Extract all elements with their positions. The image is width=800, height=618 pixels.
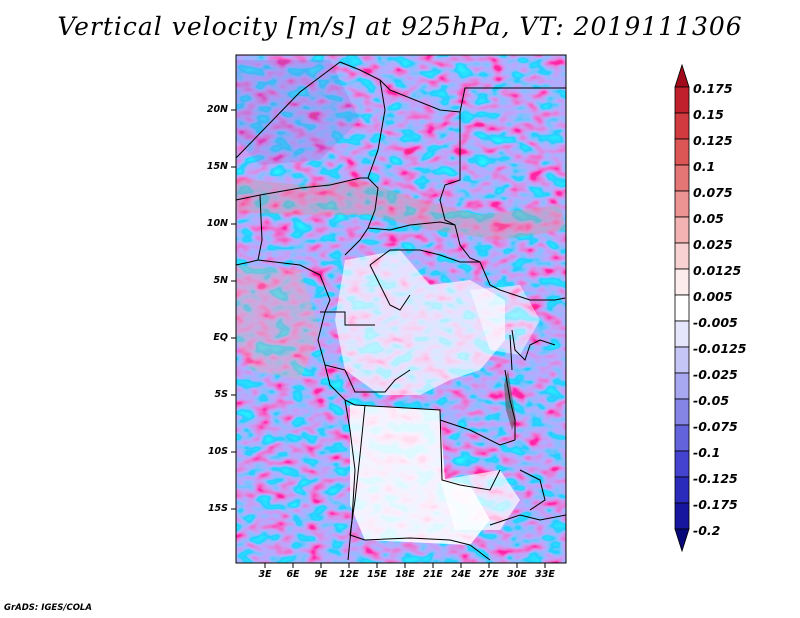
colorbar-bin	[674, 86, 690, 114]
lat-label: EQ	[213, 332, 228, 343]
colorbar-label: 0.0125	[693, 263, 742, 278]
country-borders	[235, 61, 567, 561]
colorbar-bin	[674, 398, 690, 426]
lon-label: 15E	[367, 569, 387, 580]
lon-label: 24E	[451, 569, 471, 580]
colorbar-label: -0.075	[693, 419, 738, 434]
colorbar-label: -0.125	[693, 471, 738, 486]
colorbar-label: 0.15	[693, 107, 724, 122]
lon-label: 6E	[286, 569, 300, 580]
colorbar-label: 0.1	[693, 159, 716, 174]
lat-label: 15N	[206, 161, 228, 172]
lon-label: 30E	[507, 569, 527, 580]
colorbar-bin	[674, 112, 690, 140]
plot-title: Vertical velocity [m/s] at 925hPa, VT: 2…	[57, 12, 743, 41]
lon-label: 12E	[339, 569, 359, 580]
lon-label: 9E	[314, 569, 328, 580]
colorbar-label: 0.075	[693, 185, 733, 200]
colorbar-label: -0.0125	[693, 341, 747, 356]
lon-label: 27E	[479, 569, 499, 580]
colorbar-label: -0.025	[693, 367, 738, 382]
colorbar-bin	[674, 190, 690, 218]
colorbar-label: -0.1	[693, 445, 721, 460]
colorbar-label: 0.025	[693, 237, 733, 252]
colorbar-bin	[674, 138, 690, 166]
grads-credit: GrADS: IGES/COLA	[4, 603, 92, 613]
lat-label: 5S	[214, 389, 228, 400]
colorbar-bin	[674, 372, 690, 400]
colorbar-bin	[674, 320, 690, 348]
map-frame	[235, 54, 567, 564]
colorbar-bin	[674, 268, 690, 296]
lat-label: 20N	[206, 104, 228, 115]
colorbar-bin	[674, 476, 690, 504]
colorbar-cap-bottom	[674, 528, 690, 553]
colorbar-label: 0.05	[693, 211, 724, 226]
colorbar-label: -0.005	[693, 315, 738, 330]
colorbar-bin	[674, 346, 690, 374]
colorbar	[674, 63, 690, 553]
colorbar-label: 0.175	[693, 81, 733, 96]
colorbar-label: 0.125	[693, 133, 733, 148]
lat-label: 5N	[213, 275, 228, 286]
colorbar-bin	[674, 424, 690, 452]
colorbar-bin	[674, 242, 690, 270]
colorbar-bin	[674, 502, 690, 530]
lat-label: 10S	[207, 446, 228, 457]
lon-label: 21E	[423, 569, 443, 580]
lon-label: 33E	[535, 569, 555, 580]
colorbar-label: -0.2	[693, 523, 721, 538]
axis-ticks	[231, 109, 546, 568]
lon-label: 3E	[258, 569, 272, 580]
lon-label: 18E	[395, 569, 415, 580]
colorbar-bin	[674, 450, 690, 478]
colorbar-label: -0.175	[693, 497, 738, 512]
colorbar-label: -0.05	[693, 393, 730, 408]
colorbar-bin	[674, 164, 690, 192]
colorbar-label: 0.005	[693, 289, 733, 304]
colorbar-bin	[674, 294, 690, 322]
colorbar-cap-top	[674, 63, 690, 88]
colorbar-bin	[674, 216, 690, 244]
lat-label: 10N	[206, 218, 228, 229]
lat-label: 15S	[207, 503, 228, 514]
